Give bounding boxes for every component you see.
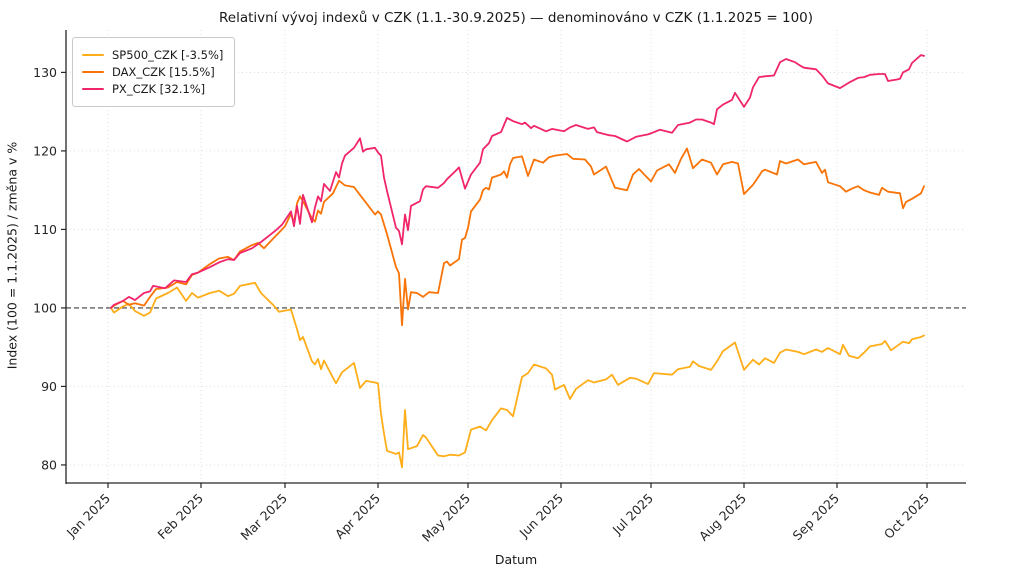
x-tick-label: Aug 2025	[696, 491, 749, 544]
y-tick-label: 130	[33, 65, 57, 80]
y-tick-label: 90	[41, 379, 57, 394]
chart-title: Relativní vývoj indexů v CZK (1.1.-30.9.…	[218, 10, 814, 26]
legend-item-SP500_CZK: SP500_CZK [-3.5%]	[82, 48, 223, 62]
x-tick-label: Jun 2025	[516, 491, 566, 541]
series-line-SP500_CZK	[110, 281, 925, 469]
chart-legend: SP500_CZK [-3.5%] DAX_CZK [15.5%] PX_CZK […	[72, 37, 236, 107]
legend-line-swatch	[82, 71, 104, 73]
x-tick-label: Feb 2025	[155, 491, 207, 543]
legend-label: SP500_CZK [-3.5%]	[112, 48, 224, 62]
y-tick-label: 120	[33, 143, 57, 158]
y-axis-label: Index (100 = 1.1.2025) / změna v %	[4, 141, 20, 370]
x-tick-label: Oct 2025	[881, 491, 932, 542]
x-tick-label: Jul 2025	[609, 491, 656, 538]
legend-line-swatch	[82, 88, 104, 90]
x-tick-label: Mar 2025	[238, 491, 291, 544]
x-tick-label: Apr 2025	[332, 491, 383, 542]
series-line-DAX_CZK	[110, 147, 925, 327]
legend-item-PX_CZK: PX_CZK [32.1%]	[82, 82, 223, 96]
series-line-PX_CZK	[110, 54, 925, 309]
legend-label: PX_CZK [32.1%]	[112, 82, 206, 96]
legend-line-swatch	[82, 54, 104, 56]
legend-label: DAX_CZK [15.5%]	[112, 65, 215, 79]
x-tick-label: Sep 2025	[790, 491, 843, 544]
y-tick-label: 110	[33, 222, 57, 237]
x-tick-label: May 2025	[419, 491, 473, 545]
y-tick-label: 100	[33, 300, 57, 315]
y-tick-label: 80	[41, 457, 57, 472]
x-axis-label: Datum	[494, 552, 538, 567]
legend-item-DAX_CZK: DAX_CZK [15.5%]	[82, 65, 223, 79]
x-tick-label: Jan 2025	[63, 491, 113, 541]
